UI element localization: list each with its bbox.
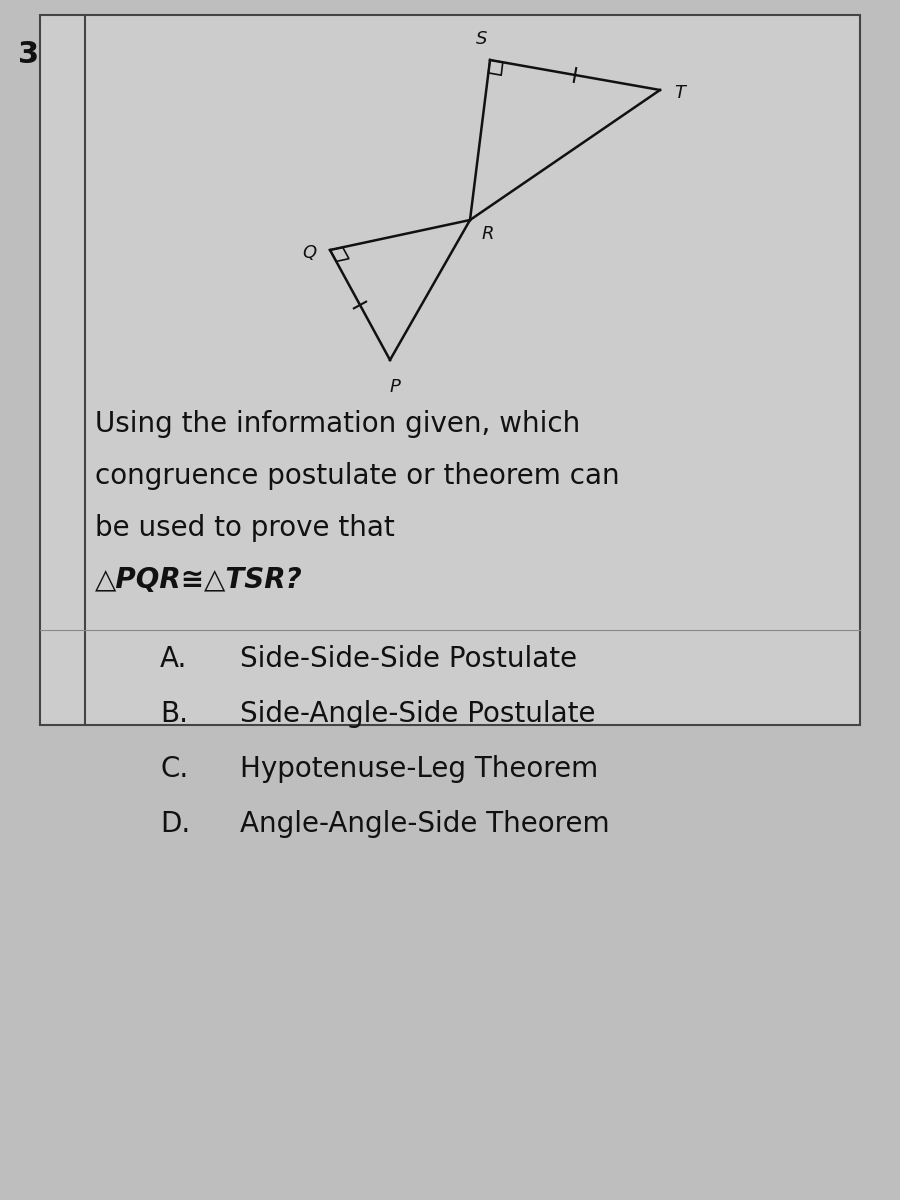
Text: be used to prove that: be used to prove that [95,514,395,542]
Text: △PQR≅△TSR?: △PQR≅△TSR? [95,566,302,594]
Text: D.: D. [160,810,190,838]
Text: Using the information given, which: Using the information given, which [95,410,580,438]
Text: 3: 3 [18,40,39,68]
Text: S: S [476,30,488,48]
Text: congruence postulate or theorem can: congruence postulate or theorem can [95,462,619,490]
Text: Side-Side-Side Postulate: Side-Side-Side Postulate [240,646,577,673]
Text: P: P [390,378,400,396]
Text: Side-Angle-Side Postulate: Side-Angle-Side Postulate [240,700,596,728]
Text: T: T [674,84,685,102]
Text: Q: Q [302,244,316,262]
Text: Hypotenuse-Leg Theorem: Hypotenuse-Leg Theorem [240,755,598,782]
Text: C.: C. [160,755,188,782]
Text: A.: A. [160,646,187,673]
Bar [40,14,860,725]
Text: Angle-Angle-Side Theorem: Angle-Angle-Side Theorem [240,810,609,838]
Text: B.: B. [160,700,188,728]
Text: R: R [482,226,494,242]
